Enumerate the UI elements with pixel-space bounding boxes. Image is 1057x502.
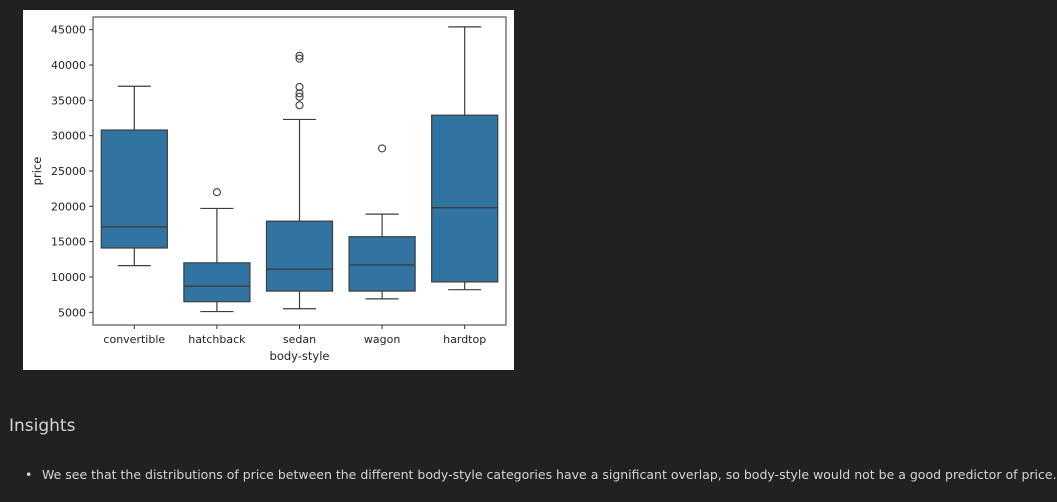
y-tick-label: 15000 — [51, 236, 86, 249]
x-tick-label: wagon — [364, 333, 400, 346]
iqr-box — [265, 220, 334, 292]
outlier-point — [378, 144, 387, 153]
x-axis-label: body-style — [270, 349, 330, 363]
box-series — [100, 26, 499, 313]
x-tick-label: hardtop — [443, 333, 486, 346]
y-tick-label: 40000 — [51, 59, 86, 72]
outlier-point — [295, 82, 304, 91]
outlier-point — [295, 54, 304, 63]
x-axis-ticks: convertible hatchback sedan wagon hardtop — [103, 325, 486, 346]
iqr-box — [348, 236, 416, 292]
iqr-box — [100, 129, 168, 249]
outlier-point — [295, 101, 304, 110]
box-convertible — [100, 85, 168, 267]
box-wagon — [348, 144, 416, 300]
x-tick-label: sedan — [283, 333, 316, 346]
y-axis-ticks: 5000 10000 15000 20000 25000 30000 35000 40000 4… — [51, 24, 93, 319]
y-tick-label: 30000 — [51, 130, 86, 143]
plot-frame — [92, 16, 507, 326]
outlier-point — [295, 92, 304, 101]
insight-item: • We see that the distributions of price… — [22, 465, 1057, 485]
y-tick-label: 25000 — [51, 165, 86, 178]
outlier-point — [295, 89, 304, 98]
box-sedan — [265, 51, 334, 310]
y-tick-label: 35000 — [51, 94, 86, 107]
box-hardtop — [431, 26, 499, 291]
x-tick-label: convertible — [103, 333, 165, 346]
iqr-box — [431, 114, 499, 283]
outlier-point — [212, 188, 221, 197]
x-tick-label: hatchback — [188, 333, 246, 346]
y-tick-label: 20000 — [51, 200, 86, 213]
y-tick-label: 45000 — [51, 24, 86, 37]
chart-panel: 5000 10000 15000 20000 25000 30000 35000 40000 4… — [23, 10, 514, 370]
y-axis-label: price — [30, 157, 44, 186]
bullet-icon: • — [25, 467, 33, 482]
insights-heading: Insights — [9, 416, 76, 436]
box-plot-chart: 5000 10000 15000 20000 25000 30000 35000 40000 4… — [30, 16, 507, 363]
insight-text: We see that the distributions of price b… — [42, 467, 1057, 482]
iqr-box — [183, 262, 251, 303]
y-tick-label: 5000 — [58, 306, 86, 319]
box-hatchback — [183, 188, 251, 313]
outlier-point — [295, 51, 304, 60]
y-tick-label: 10000 — [51, 271, 86, 284]
insights-list: • We see that the distributions of price… — [22, 465, 1057, 485]
